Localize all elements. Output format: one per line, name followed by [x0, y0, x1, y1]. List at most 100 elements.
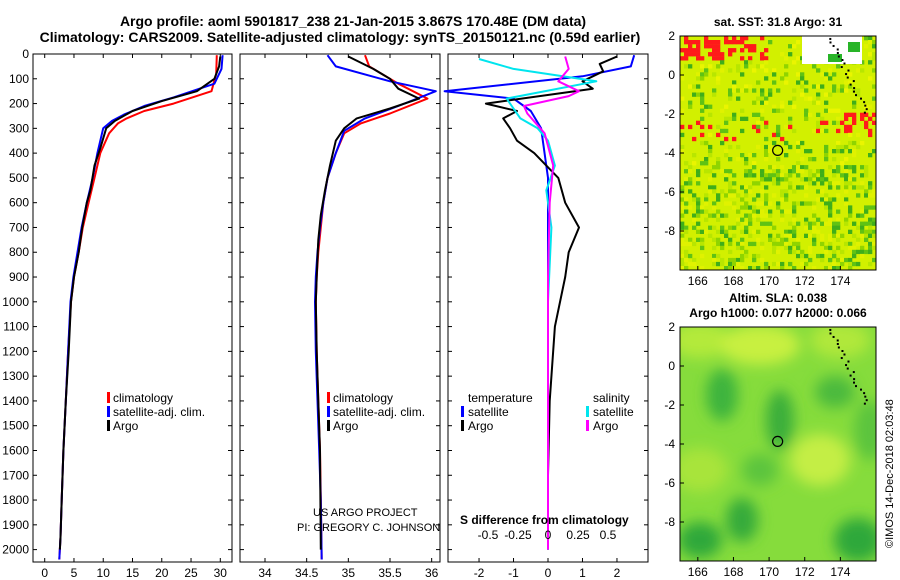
sst-heatmap-cells	[680, 36, 877, 271]
heatmap-cell	[872, 233, 877, 238]
heatmap-cell	[760, 169, 765, 174]
heatmap-cell	[836, 245, 841, 251]
coastline-dot	[829, 37, 832, 40]
heatmap-cell	[764, 197, 769, 202]
heatmap-cell	[784, 241, 789, 247]
heatmap-cell	[732, 36, 737, 41]
heatmap-cell	[684, 48, 689, 53]
heatmap-cell	[748, 266, 753, 271]
coastline-dot	[829, 41, 832, 44]
heatmap-cell	[784, 173, 789, 178]
heatmap-cell	[856, 249, 861, 255]
coastline-dot	[837, 346, 840, 349]
heatmap-cell	[768, 173, 773, 178]
heatmap-cell	[808, 245, 813, 251]
heatmap-cell	[824, 149, 829, 154]
heatmap-cell	[784, 209, 789, 214]
heatmap-cell	[800, 76, 805, 81]
heatmap-cell	[764, 48, 769, 53]
heatmap-cell	[796, 40, 801, 45]
heatmap-cell	[860, 68, 865, 73]
heatmap-cell	[740, 257, 745, 263]
heatmap-cell	[700, 116, 705, 121]
heatmap-cell	[820, 173, 825, 178]
heatmap-cell	[800, 185, 805, 190]
heatmap-cell	[848, 241, 853, 247]
heatmap-cell	[728, 169, 733, 174]
heatmap-cell	[764, 120, 769, 125]
heatmap-cell	[804, 201, 809, 206]
heatmap-cell	[680, 96, 685, 101]
heatmap-cell	[756, 229, 761, 234]
heatmap-cell	[744, 229, 749, 234]
heatmap-cell	[692, 40, 697, 45]
heatmap-cell	[724, 128, 729, 134]
heatmap-cell	[812, 237, 817, 242]
heatmap-cell	[776, 233, 781, 238]
heatmap-cell	[824, 100, 829, 105]
heatmap-cell	[792, 44, 797, 49]
heatmap-cell	[800, 157, 805, 162]
heatmap-cell	[728, 157, 733, 162]
heatmap-cell	[696, 76, 701, 81]
heatmap-cell	[752, 257, 757, 263]
heatmap-cell	[744, 213, 749, 218]
heatmap-cell	[728, 241, 733, 247]
heatmap-cell	[796, 72, 801, 77]
heatmap-cell	[704, 36, 709, 41]
heatmap-cell	[820, 257, 825, 263]
heatmap-cell	[700, 132, 705, 138]
heatmap-cell	[684, 169, 689, 174]
y-tick-label: -8	[664, 224, 675, 238]
heatmap-cell	[744, 189, 749, 194]
heatmap-cell	[828, 165, 833, 170]
heatmap-cell	[760, 116, 765, 121]
heatmap-cell	[728, 225, 733, 230]
heatmap-cell	[748, 153, 753, 158]
heatmap-cell	[692, 92, 697, 97]
heatmap-cell	[756, 112, 761, 117]
y-tick-label: 600	[9, 196, 29, 210]
sla-blob	[815, 376, 855, 408]
sla-blobs	[680, 327, 876, 561]
heatmap-cell	[708, 52, 713, 57]
heatmap-cell	[716, 52, 721, 57]
heatmap-cell	[728, 201, 733, 206]
heatmap-cell	[720, 60, 725, 65]
y-tick-label: 1500	[2, 419, 29, 433]
heatmap-cell	[812, 181, 817, 186]
heatmap-cell	[780, 165, 785, 170]
heatmap-cell	[844, 189, 849, 194]
heatmap-cell	[724, 36, 729, 41]
heatmap-cell	[744, 225, 749, 230]
heatmap-cell	[832, 149, 837, 154]
heatmap-cell	[728, 266, 733, 271]
heatmap-cell	[856, 225, 861, 230]
heatmap-cell	[848, 261, 853, 267]
heatmap-cell	[804, 96, 809, 101]
x-tick-label: 30	[214, 566, 228, 580]
heatmap-cell	[792, 201, 797, 206]
heatmap-cell	[752, 181, 757, 186]
heatmap-cell	[812, 64, 817, 69]
heatmap-cell	[684, 253, 689, 259]
heatmap-cell	[792, 233, 797, 238]
heatmap-cell	[852, 245, 857, 251]
heatmap-cell	[696, 197, 701, 202]
heatmap-cell	[832, 225, 837, 230]
heatmap-cell	[740, 48, 745, 53]
heatmap-cell	[700, 266, 705, 271]
heatmap-cell	[848, 266, 853, 271]
heatmap-cell	[764, 100, 769, 105]
heatmap-cell	[808, 169, 813, 174]
heatmap-cell	[764, 149, 769, 154]
heatmap-cell	[684, 209, 689, 214]
heatmap-cell	[824, 177, 829, 182]
heatmap-cell	[688, 52, 693, 57]
heatmap-cell	[848, 181, 853, 186]
heatmap-cell	[728, 193, 733, 198]
heatmap-cell	[824, 245, 829, 251]
heatmap-cell	[696, 201, 701, 206]
heatmap-cell	[836, 108, 841, 113]
heatmap-cell	[728, 257, 733, 263]
